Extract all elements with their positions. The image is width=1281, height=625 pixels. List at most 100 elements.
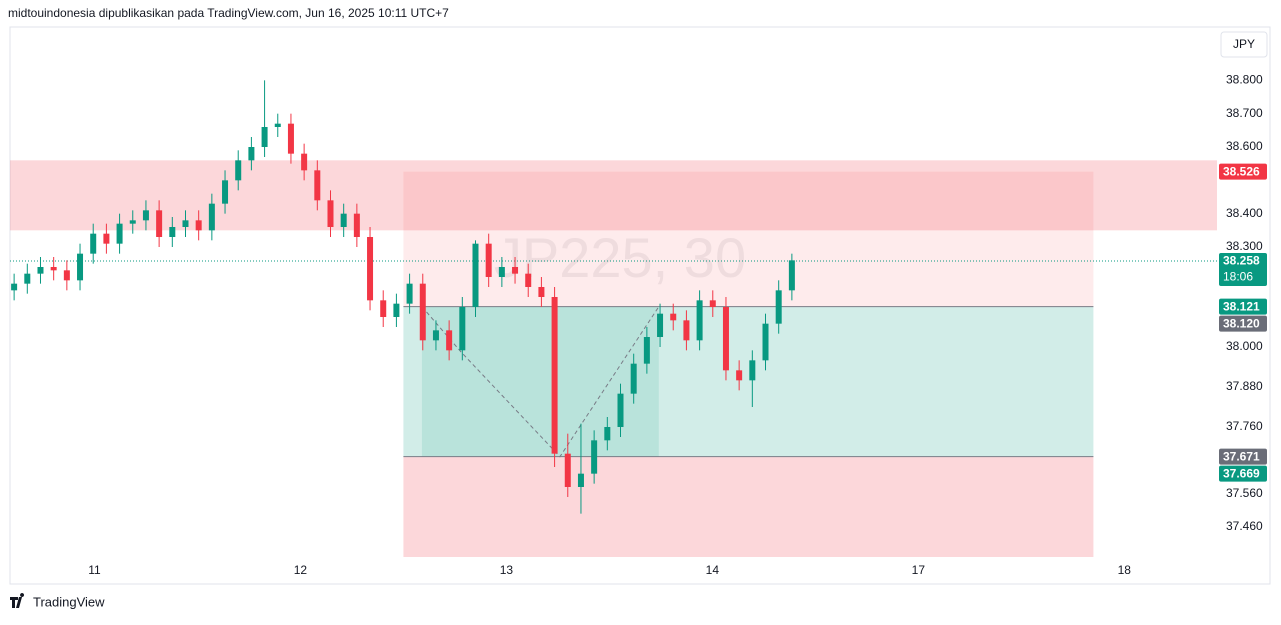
currency-box[interactable] — [1220, 31, 1268, 58]
candle-body — [287, 123, 294, 154]
candle — [657, 303, 664, 347]
candle-body — [327, 200, 334, 227]
candle-body — [222, 180, 229, 204]
candle-body — [367, 237, 374, 301]
candle — [709, 290, 716, 317]
y-tick-label: 38.000 — [1226, 339, 1263, 353]
candle-body — [182, 220, 189, 227]
candle-body — [24, 273, 31, 284]
y-tick-label: 37.460 — [1226, 519, 1263, 533]
candle-body — [446, 330, 453, 351]
candle — [287, 113, 294, 164]
zone — [403, 456, 1094, 557]
candle — [538, 277, 545, 307]
candle — [103, 223, 110, 254]
y-tick-label: 37.880 — [1226, 379, 1263, 393]
candle-body — [37, 267, 44, 274]
candle-body — [103, 233, 110, 244]
x-tick-label: 12 — [294, 563, 308, 577]
candle-body — [670, 313, 677, 321]
y-tick-label: 38.600 — [1226, 139, 1263, 153]
candle — [274, 113, 281, 137]
candle-body — [512, 267, 519, 274]
candle — [577, 423, 584, 514]
candle — [762, 313, 769, 371]
price-label-box — [1219, 465, 1267, 482]
candle-body — [406, 283, 413, 304]
candle-body — [208, 203, 215, 231]
candle — [340, 203, 347, 237]
candle-body — [261, 127, 268, 147]
candle — [525, 263, 532, 297]
y-tick-label: 37.560 — [1226, 486, 1263, 500]
candle-body — [50, 267, 57, 271]
candle — [77, 243, 84, 291]
price-label-box — [1219, 253, 1267, 286]
y-tick-label: 38.400 — [1226, 206, 1263, 220]
candle-body — [775, 290, 782, 324]
candle-body — [762, 323, 769, 361]
candle-body — [432, 330, 439, 341]
candle-body — [90, 233, 97, 254]
price-label-box — [1219, 448, 1267, 465]
candle — [683, 310, 690, 351]
currency: JPY — [1233, 37, 1255, 51]
candle-body — [353, 213, 360, 237]
candle-body — [551, 297, 558, 454]
logo — [10, 593, 25, 608]
candle-body — [156, 210, 163, 237]
candle — [393, 293, 400, 327]
candle-body — [274, 123, 281, 127]
price-label: 38.258 — [1223, 254, 1260, 268]
candle — [749, 350, 756, 407]
candle — [129, 210, 136, 234]
plot — [10, 80, 1217, 557]
candle — [432, 320, 439, 351]
candle-body — [63, 270, 70, 281]
candle — [37, 257, 44, 284]
header: midtouindonesia dipublikasikan pada Trad… — [8, 6, 449, 20]
candle — [63, 260, 70, 291]
candle-body — [380, 300, 387, 317]
candle-body — [235, 160, 242, 181]
candle — [222, 170, 229, 214]
candle-body — [525, 273, 532, 287]
countdown: 18:06 — [1223, 270, 1253, 284]
candle — [24, 263, 31, 294]
candle-body — [248, 147, 255, 161]
candle — [235, 150, 242, 191]
y-tick-label: 38.300 — [1226, 239, 1263, 253]
candle — [775, 280, 782, 334]
x-tick-label: 14 — [706, 563, 720, 577]
candle — [551, 287, 558, 467]
price-label-box — [1219, 315, 1267, 332]
candle — [788, 253, 795, 301]
candle-body — [736, 370, 743, 381]
watermark: JP225, 30 — [494, 226, 746, 289]
candle-body — [643, 337, 650, 364]
candle-body — [591, 440, 598, 474]
candle — [736, 360, 743, 391]
candle — [564, 433, 571, 497]
candle — [380, 290, 387, 327]
candle-body — [630, 363, 637, 394]
price-label: 38.120 — [1223, 316, 1260, 330]
x-tick-label: 17 — [912, 563, 926, 577]
candle-body — [195, 220, 202, 231]
candle — [472, 240, 479, 317]
candle — [261, 80, 268, 157]
candle — [406, 273, 413, 314]
candle-body — [683, 320, 690, 341]
candle — [459, 297, 466, 361]
candle — [182, 210, 189, 237]
candle — [696, 290, 703, 351]
candle-body — [340, 213, 347, 227]
candle — [643, 327, 650, 374]
candle — [446, 320, 453, 361]
candle — [722, 297, 729, 381]
price-label-box — [1219, 298, 1267, 315]
candle-body — [604, 427, 611, 441]
candle-body — [314, 170, 321, 201]
price-label: 37.671 — [1223, 449, 1260, 463]
